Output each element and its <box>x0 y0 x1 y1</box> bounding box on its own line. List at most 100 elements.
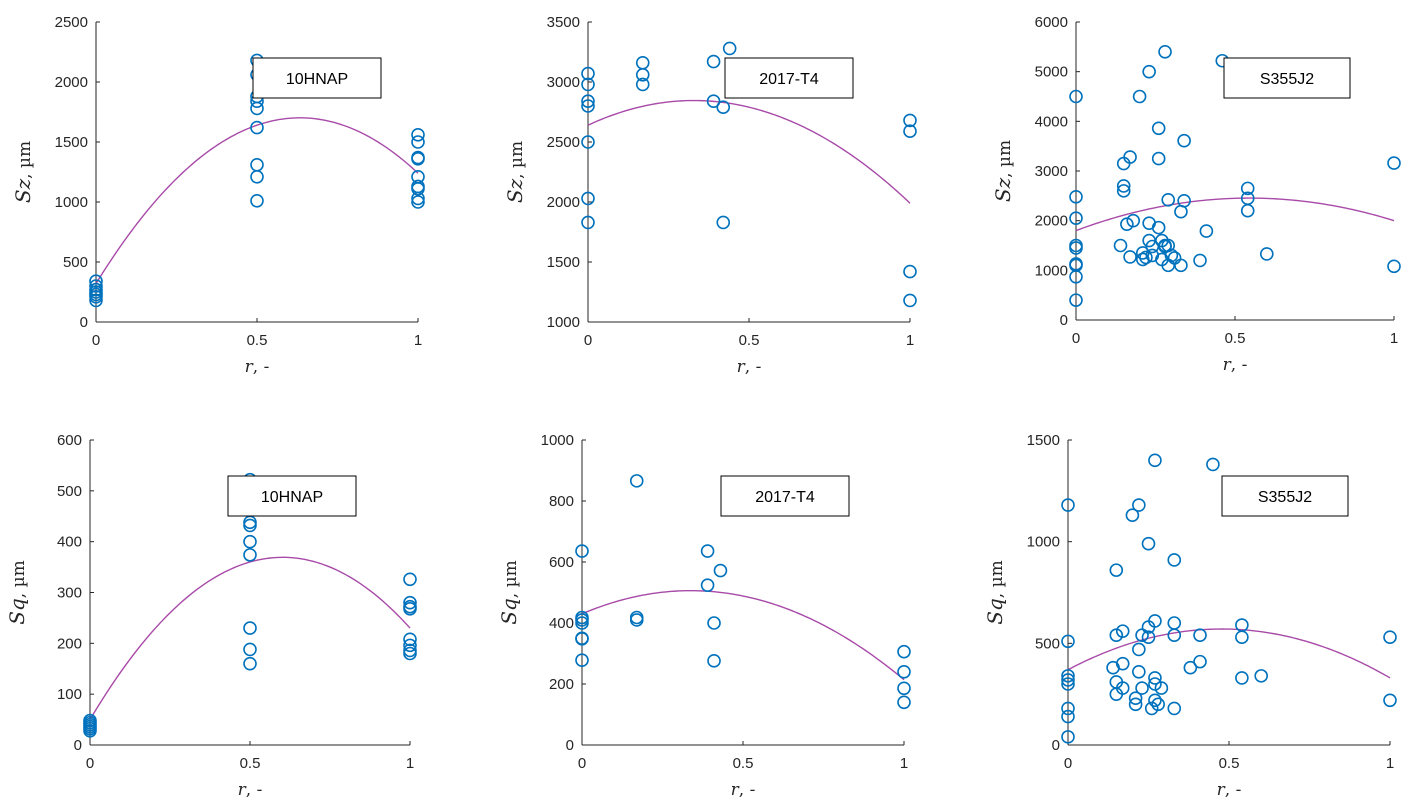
data-point <box>1167 616 1182 630</box>
x-tick-label: 0.5 <box>240 755 261 772</box>
fit-curve <box>89 556 411 720</box>
data-point <box>1158 44 1172 59</box>
x-tick-label: 1 <box>414 332 422 349</box>
data-point <box>243 642 257 657</box>
data-point <box>1151 151 1166 166</box>
data-point <box>1148 614 1162 628</box>
data-point <box>1206 457 1220 472</box>
data-point <box>243 518 257 533</box>
data-point <box>629 474 644 488</box>
data-point <box>411 191 425 206</box>
y-tick-label: 400 <box>549 615 574 632</box>
data-point <box>1154 681 1169 695</box>
y-axis-label: Sq, µm <box>497 560 521 625</box>
data-point <box>903 124 917 138</box>
data-point <box>1383 693 1397 708</box>
data-point <box>1069 211 1083 225</box>
x-tick-label: 1 <box>906 332 914 349</box>
fit-curve <box>581 589 905 681</box>
data-point <box>1132 498 1146 512</box>
data-point <box>1254 669 1268 683</box>
data-point <box>575 616 589 630</box>
data-point <box>575 544 589 558</box>
y-tick-label: 500 <box>63 254 88 271</box>
data-point <box>1061 677 1075 691</box>
data-point <box>1061 673 1075 687</box>
y-axis-label: Sq, µm <box>5 560 29 625</box>
data-point <box>1177 194 1191 208</box>
y-axis-label: Sq, µm <box>983 560 1007 625</box>
data-point <box>1387 156 1401 170</box>
y-tick-label: 5000 <box>1035 64 1068 81</box>
legend-label: 2017-T4 <box>759 71 819 88</box>
data-point <box>1069 269 1083 284</box>
data-point <box>1161 193 1176 207</box>
data-point <box>1115 656 1130 671</box>
x-tick-label: 0 <box>1072 330 1080 347</box>
data-point <box>83 723 97 738</box>
x-tick-label: 0 <box>584 332 592 349</box>
y-tick-label: 0 <box>566 737 574 754</box>
x-tick-label: 0.5 <box>733 755 754 772</box>
data-point <box>89 293 103 308</box>
data-point <box>706 94 721 108</box>
data-point <box>1260 247 1274 261</box>
data-point <box>250 120 264 135</box>
y-tick-label: 0 <box>74 737 82 754</box>
legend-label: S355J2 <box>1260 71 1314 88</box>
data-point <box>250 170 264 184</box>
data-point <box>1174 258 1188 273</box>
x-tick-label: 0 <box>578 755 586 772</box>
data-point <box>1123 150 1137 164</box>
data-point <box>411 135 425 149</box>
y-tick-label: 0 <box>1060 312 1068 329</box>
data-point <box>403 646 417 661</box>
data-point <box>411 128 425 142</box>
fit-curve <box>1075 197 1395 232</box>
data-point <box>581 66 595 81</box>
y-tick-label: 300 <box>57 585 82 602</box>
data-point <box>1061 730 1075 744</box>
data-point <box>89 289 103 304</box>
x-tick-label: 0.5 <box>739 332 760 349</box>
y-tick-label: 6000 <box>1035 14 1068 31</box>
x-tick-label: 1 <box>900 755 908 772</box>
x-axis-label: r, - <box>1217 780 1242 800</box>
data-point <box>250 101 264 116</box>
y-tick-label: 1000 <box>547 314 580 331</box>
y-tick-label: 3000 <box>547 74 580 91</box>
y-axis-label: Sz, µm <box>991 140 1015 202</box>
data-point <box>1132 642 1146 657</box>
x-axis-label: r, - <box>737 357 762 377</box>
data-point <box>722 41 737 56</box>
x-tick-label: 1 <box>1386 755 1394 772</box>
data-point <box>575 653 589 668</box>
y-tick-label: 1000 <box>55 194 88 211</box>
chart-panel-5: 0 200 400 600 800 1000 0 0.5 1 Sq, µm r, - 2017-T4 <box>497 432 911 800</box>
data-point <box>1069 293 1083 307</box>
data-point <box>1151 121 1166 136</box>
data-point <box>403 595 417 610</box>
x-tick-label: 0.5 <box>247 332 268 349</box>
data-point <box>635 55 650 70</box>
data-point <box>411 152 425 166</box>
chart-panel-1: 0 500 1000 1500 2000 2500 0 0.5 1 Sz, µm r, - 10HNA… <box>11 14 425 377</box>
y-tick-label: 2000 <box>55 74 88 91</box>
data-point <box>581 191 595 206</box>
x-axis-label: r, - <box>1223 355 1248 375</box>
data-point <box>1193 654 1207 669</box>
y-tick-label: 1500 <box>1027 432 1060 449</box>
y-tick-label: 3500 <box>547 14 580 31</box>
data-point <box>89 279 103 293</box>
data-point <box>1383 630 1397 645</box>
x-tick-label: 0 <box>92 332 100 349</box>
data-point <box>1235 630 1249 645</box>
y-tick-label: 1000 <box>1035 262 1068 279</box>
data-point <box>897 664 911 679</box>
data-point <box>897 644 911 659</box>
x-axis-label: r, - <box>238 780 263 800</box>
fit-curve <box>587 99 911 204</box>
y-tick-label: 200 <box>549 676 574 693</box>
data-point <box>1061 669 1075 683</box>
data-point <box>1109 563 1124 577</box>
